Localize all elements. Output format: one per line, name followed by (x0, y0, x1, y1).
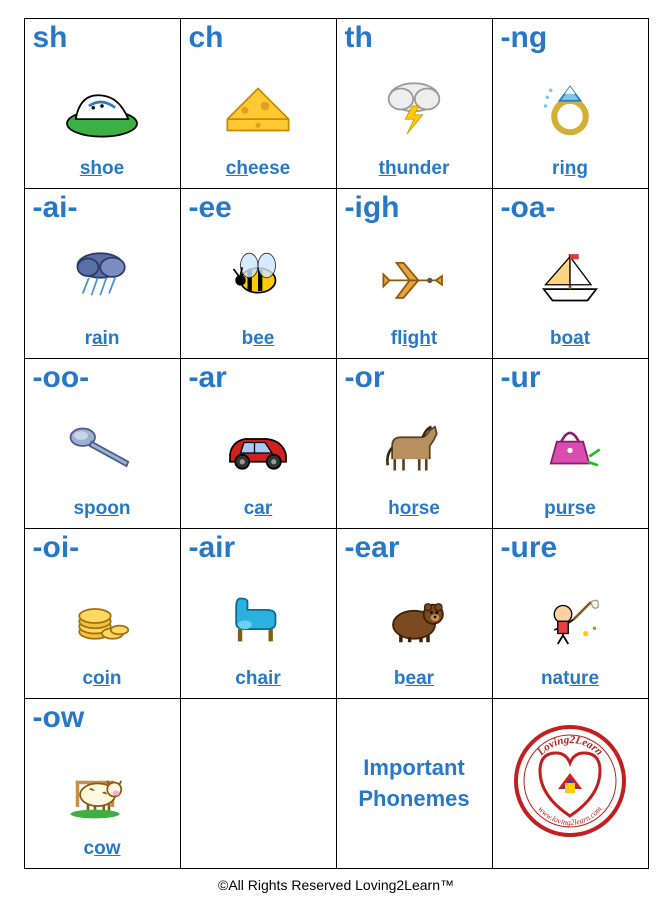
phoneme-label: -ng (493, 19, 556, 53)
phoneme-cell: -or horse (337, 359, 492, 528)
phoneme-label: -oa- (493, 189, 564, 223)
phoneme-label: -ee (181, 189, 240, 223)
title-line-1: Important (363, 753, 464, 784)
purse-icon (493, 393, 648, 498)
example-word: spoon (25, 498, 180, 528)
coin-icon (25, 563, 180, 668)
example-word: shoe (25, 158, 180, 188)
phoneme-label: -ear (337, 529, 408, 563)
phoneme-cell: th thunder (337, 19, 492, 188)
ring-icon (493, 53, 648, 158)
phoneme-cell: -ow cow (25, 699, 180, 868)
phoneme-label: -ure (493, 529, 566, 563)
phoneme-cell: -igh flight (337, 189, 492, 358)
phoneme-label: -ar (181, 359, 235, 393)
example-word: horse (337, 498, 492, 528)
phoneme-cell: -ur purse (493, 359, 648, 528)
title-line-2: Phonemes (358, 784, 469, 815)
phoneme-cell: -ar car (181, 359, 336, 528)
example-word: bear (337, 668, 492, 698)
phoneme-grid: sh shoe ch cheese th thunder -ng ring -a… (24, 18, 649, 869)
phoneme-label: -oi- (25, 529, 88, 563)
example-word: purse (493, 498, 648, 528)
horse-icon (337, 393, 492, 498)
example-word: chair (181, 668, 336, 698)
phoneme-label: -or (337, 359, 393, 393)
example-word: cow (25, 838, 180, 868)
phoneme-cell: ch cheese (181, 19, 336, 188)
phoneme-label: -ai- (25, 189, 86, 223)
empty-cell (181, 699, 336, 868)
chair-icon (181, 563, 336, 668)
example-word: nature (493, 668, 648, 698)
phoneme-cell: sh shoe (25, 19, 180, 188)
example-word: ring (493, 158, 648, 188)
example-word: boat (493, 328, 648, 358)
bee-icon (181, 223, 336, 328)
thunder-icon (337, 53, 492, 158)
example-word: rain (25, 328, 180, 358)
shoe-icon (25, 53, 180, 158)
cow-icon (25, 733, 180, 838)
phoneme-cell: -ure nature (493, 529, 648, 698)
bear-icon (337, 563, 492, 668)
phoneme-cell: -oo- spoon (25, 359, 180, 528)
phoneme-cell: -ee bee (181, 189, 336, 358)
example-word: car (181, 498, 336, 528)
phoneme-label: ch (181, 19, 232, 53)
footer-copyright: ©All Rights Reserved Loving2Learn™ (218, 877, 454, 893)
spoon-icon (25, 393, 180, 498)
phoneme-label: -ur (493, 359, 549, 393)
phoneme-label: -air (181, 529, 244, 563)
loving2learn-logo-icon: Loving2Learn www.loving2learn.com (510, 721, 630, 846)
example-word: coin (25, 668, 180, 698)
phoneme-label: th (337, 19, 381, 53)
phoneme-cell: -ai- rain (25, 189, 180, 358)
nature-icon (493, 563, 648, 668)
logo-cell: Loving2Learn www.loving2learn.com (493, 699, 648, 868)
flight-icon (337, 223, 492, 328)
example-word: bee (181, 328, 336, 358)
phoneme-cell: -oa- boat (493, 189, 648, 358)
phoneme-cell: -air chair (181, 529, 336, 698)
cheese-icon (181, 53, 336, 158)
boat-icon (493, 223, 648, 328)
rain-icon (25, 223, 180, 328)
phoneme-label: sh (25, 19, 76, 53)
phoneme-label: -ow (25, 699, 93, 733)
phoneme-cell: -oi- coin (25, 529, 180, 698)
title-cell: Important Phonemes (337, 699, 492, 868)
car-icon (181, 393, 336, 498)
phoneme-cell: -ear bear (337, 529, 492, 698)
example-word: cheese (181, 158, 336, 188)
phoneme-cell: -ng ring (493, 19, 648, 188)
phoneme-label: -oo- (25, 359, 98, 393)
phoneme-label: -igh (337, 189, 408, 223)
example-word: flight (337, 328, 492, 358)
example-word: thunder (337, 158, 492, 188)
